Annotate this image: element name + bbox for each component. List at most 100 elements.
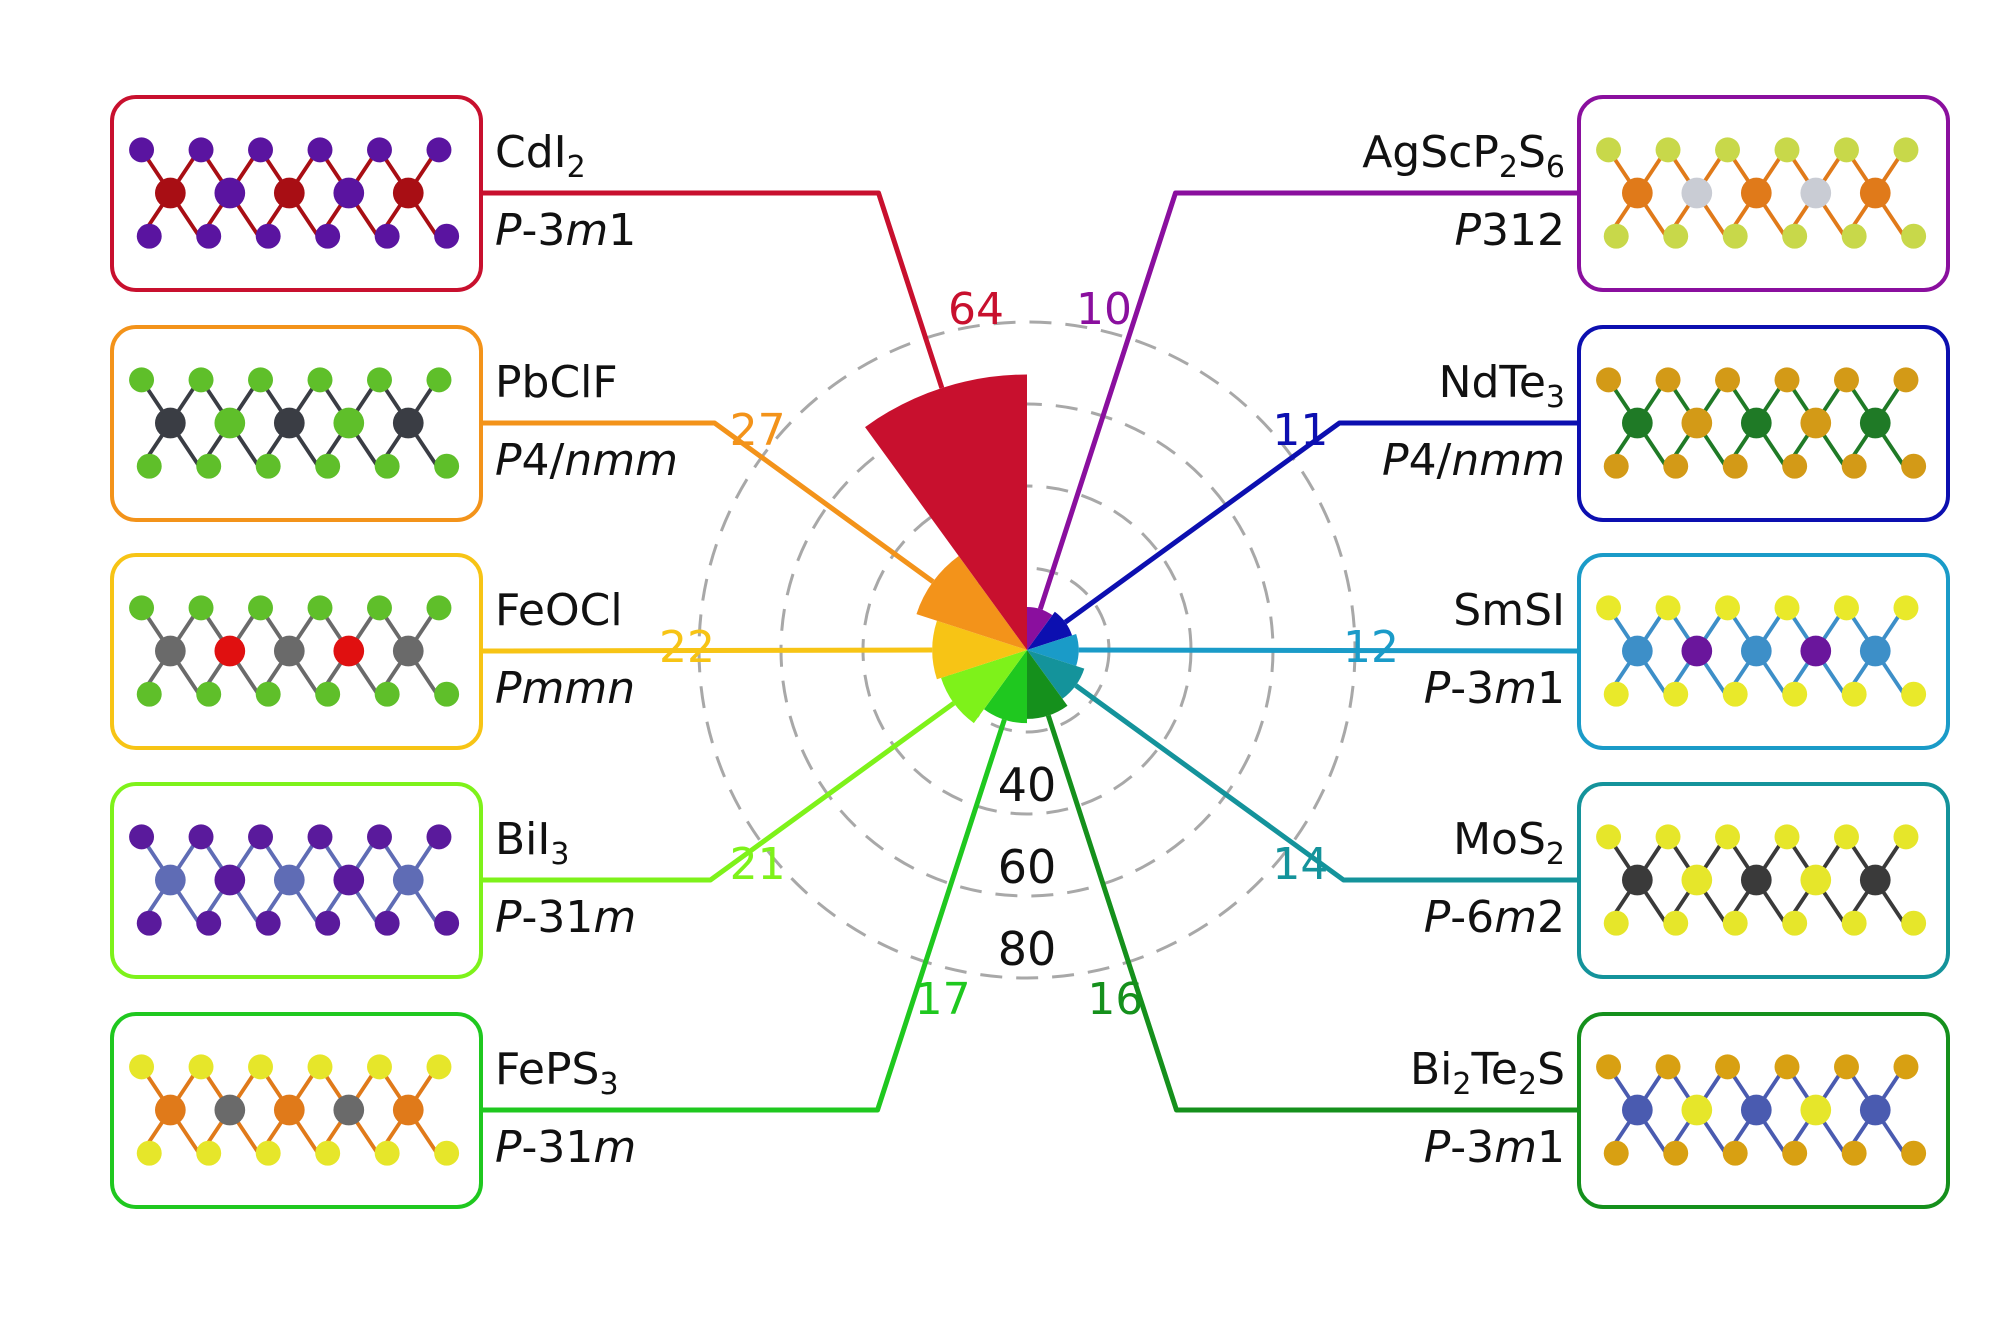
space-group-part: -31	[521, 1122, 594, 1173]
wedge	[916, 555, 1027, 650]
space-group-part: 1	[1537, 1122, 1565, 1173]
connector-line-pbclf	[483, 420, 935, 584]
structure-box-bii3	[110, 782, 483, 979]
space-group-label-bii3: P-31m	[495, 896, 636, 940]
formula-part: PbClF	[495, 357, 618, 408]
structure-box-feocl	[110, 553, 483, 750]
crystal-structure-icon	[129, 367, 460, 479]
count-label-cdi2: 64	[948, 284, 1004, 335]
space-group-part: m	[593, 892, 637, 943]
count-label-bii3: 21	[729, 839, 786, 891]
formula-label-ndte3: NdTe3	[1439, 361, 1565, 413]
space-group-part: P	[1423, 892, 1451, 943]
space-group-part: P	[495, 892, 522, 943]
connector-line-ndte3	[1063, 420, 1577, 625]
count-label-smsi: 12	[1343, 622, 1399, 673]
wedge	[983, 650, 1027, 724]
crystal-structure-icon	[1596, 824, 1927, 936]
formula-part: 2	[1517, 1067, 1538, 1102]
space-group-part: 1	[1537, 663, 1565, 714]
structure-box-ndte3	[1577, 325, 1950, 522]
wedge	[932, 620, 1027, 680]
structure-box-feps3	[110, 1012, 483, 1209]
formula-part: AgScP	[1362, 127, 1499, 178]
formula-part: FeOCl	[495, 585, 623, 636]
space-group-part: P	[495, 435, 522, 486]
count-label-feps3: 17	[914, 973, 971, 1025]
formula-part: MoS	[1453, 814, 1546, 865]
structure-box-agscp2s6	[1577, 95, 1950, 292]
space-group-part: 4/	[1408, 435, 1452, 486]
crystal-structure-icon	[129, 595, 460, 707]
crystal-structure-icon	[1596, 367, 1927, 479]
space-group-part: P	[1454, 205, 1482, 256]
connector-line-agscp2s6	[1037, 190, 1577, 610]
space-group-part: m	[565, 205, 609, 256]
space-group-part: 2	[1537, 892, 1565, 943]
space-group-part: -6	[1450, 892, 1495, 943]
crystal-structure-icon	[129, 824, 460, 936]
wedges	[865, 374, 1085, 724]
structure-box-pbclf	[110, 325, 483, 522]
formula-part: Bi	[1409, 1044, 1453, 1095]
formula-part: Te	[1471, 1044, 1518, 1095]
connector-line-cdi2	[483, 190, 945, 389]
space-group-label-smsi: P-3m1	[1424, 667, 1565, 711]
space-group-part: -3	[521, 205, 566, 256]
connector-line-smsi	[1078, 647, 1578, 654]
wedge	[1027, 634, 1079, 666]
space-group-part: 4/	[521, 435, 565, 486]
space-group-part: -31	[521, 892, 594, 943]
space-group-part: Pmmn	[495, 663, 636, 714]
formula-part: CdI	[495, 127, 567, 178]
space-group-part: nmm	[1451, 435, 1565, 486]
connector-line-feps3	[483, 718, 1007, 1113]
space-group-label-mos2: P-6m2	[1424, 896, 1565, 940]
crystal-structure-icon	[129, 1054, 460, 1166]
count-label-bi2te2s: 16	[1087, 973, 1144, 1025]
count-label-pbclf: 27	[729, 404, 786, 456]
count-label-agscp2s6: 10	[1076, 284, 1132, 335]
formula-part: FePS	[495, 1044, 600, 1095]
crystal-structure-icon	[1596, 137, 1927, 249]
formula-part: SmSI	[1453, 585, 1565, 636]
space-group-part: nmm	[564, 435, 678, 486]
space-group-part: P	[1423, 663, 1451, 714]
formula-label-smsi: SmSI	[1453, 589, 1565, 633]
formula-label-agscp2s6: AgScP2S6	[1362, 131, 1565, 183]
connector-line-feocl	[482, 647, 933, 654]
space-group-label-pbclf: P4/nmm	[495, 439, 678, 483]
formula-part: 3	[1545, 380, 1565, 415]
crystal-structure-icon	[129, 137, 460, 249]
space-group-label-bi2te2s: P-3m1	[1424, 1126, 1565, 1170]
space-group-part: -3	[1450, 663, 1495, 714]
formula-part: S	[1537, 1044, 1565, 1095]
space-group-part: m	[1494, 663, 1537, 714]
formula-part: 3	[599, 1067, 619, 1102]
structure-box-smsi	[1577, 553, 1950, 750]
radial-tick-label: 80	[997, 922, 1057, 976]
connector-line-mos2	[1074, 683, 1577, 883]
formula-part: 6	[1545, 150, 1565, 185]
space-group-part: -3	[1450, 1122, 1495, 1173]
formula-part: 2	[1545, 837, 1565, 872]
formula-part: 3	[550, 837, 570, 872]
structure-box-cdi2	[110, 95, 483, 292]
space-group-part: m	[1494, 892, 1537, 943]
formula-label-bii3: BiI3	[495, 818, 569, 870]
wedge	[1027, 606, 1053, 650]
space-group-part: m	[1494, 1122, 1537, 1173]
count-label-mos2: 14	[1272, 839, 1329, 891]
formula-part: 2	[1452, 1067, 1472, 1102]
formula-label-feocl: FeOCl	[495, 589, 623, 633]
space-group-label-cdi2: P-3m1	[495, 209, 636, 253]
wedge	[941, 650, 1027, 724]
space-group-label-agscp2s6: P312	[1454, 209, 1565, 253]
wedge	[865, 374, 1027, 650]
formula-label-cdi2: CdI2	[495, 131, 586, 183]
connector-line-bii3	[483, 701, 956, 883]
formula-part: 2	[566, 150, 586, 185]
formula-label-feps3: FePS3	[495, 1048, 619, 1100]
